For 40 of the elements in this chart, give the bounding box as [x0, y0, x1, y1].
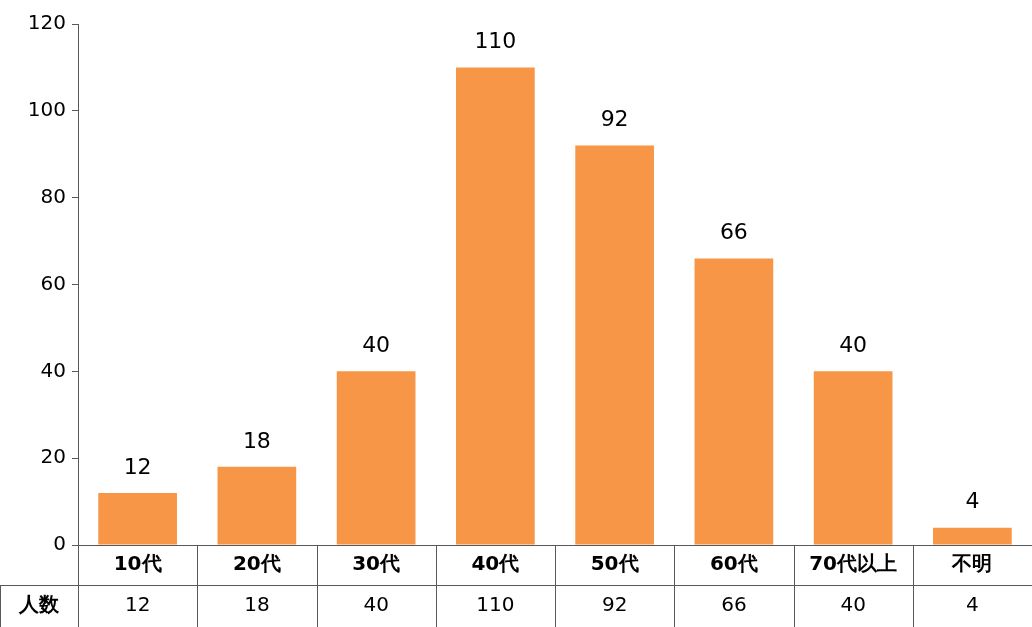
x-tick-label: 10代: [113, 551, 162, 576]
x-tick-label: 20代: [232, 551, 281, 576]
x-tick-label: 60代: [709, 551, 758, 576]
data-label: 40: [362, 332, 391, 358]
data-label: 92: [600, 106, 629, 132]
bar: [694, 258, 774, 545]
bar: [813, 371, 893, 545]
x-tick-label: 不明: [951, 551, 993, 576]
bar: [575, 145, 654, 545]
x-tick-label: 50代: [590, 551, 639, 576]
text: 40: [840, 592, 866, 617]
text: 66: [721, 592, 747, 617]
bar: [456, 67, 535, 545]
text: 92: [601, 592, 628, 617]
text: 12: [124, 592, 151, 617]
x-tick-label: 30代: [352, 551, 401, 576]
x-tick-label: 40代: [471, 551, 520, 576]
data-label: 18: [242, 427, 271, 453]
text: 40: [363, 592, 389, 617]
bar: [98, 492, 177, 545]
x-tick-label: 70代以上: [809, 551, 898, 576]
y-tick-label: 80: [40, 183, 66, 208]
text: 110: [476, 592, 515, 617]
y-tick-label: 100: [27, 97, 66, 122]
y-tick-label: 0: [53, 531, 66, 556]
y-tick-label: 60: [40, 270, 66, 295]
y-tick-label: 20: [40, 444, 66, 469]
text: 4: [966, 592, 979, 617]
y-tick-label: 40: [40, 357, 66, 382]
data-label: 110: [474, 28, 517, 54]
bar: [336, 371, 416, 545]
y-tick-label: 120: [27, 10, 66, 35]
bar: [933, 527, 1012, 545]
data-label: 66: [719, 219, 748, 245]
bar: [217, 466, 297, 545]
data-label: 4: [965, 488, 980, 514]
data-label: 40: [839, 332, 868, 358]
text: 人数: [18, 592, 60, 617]
data-label: 12: [123, 453, 152, 479]
text: 18: [244, 592, 270, 617]
